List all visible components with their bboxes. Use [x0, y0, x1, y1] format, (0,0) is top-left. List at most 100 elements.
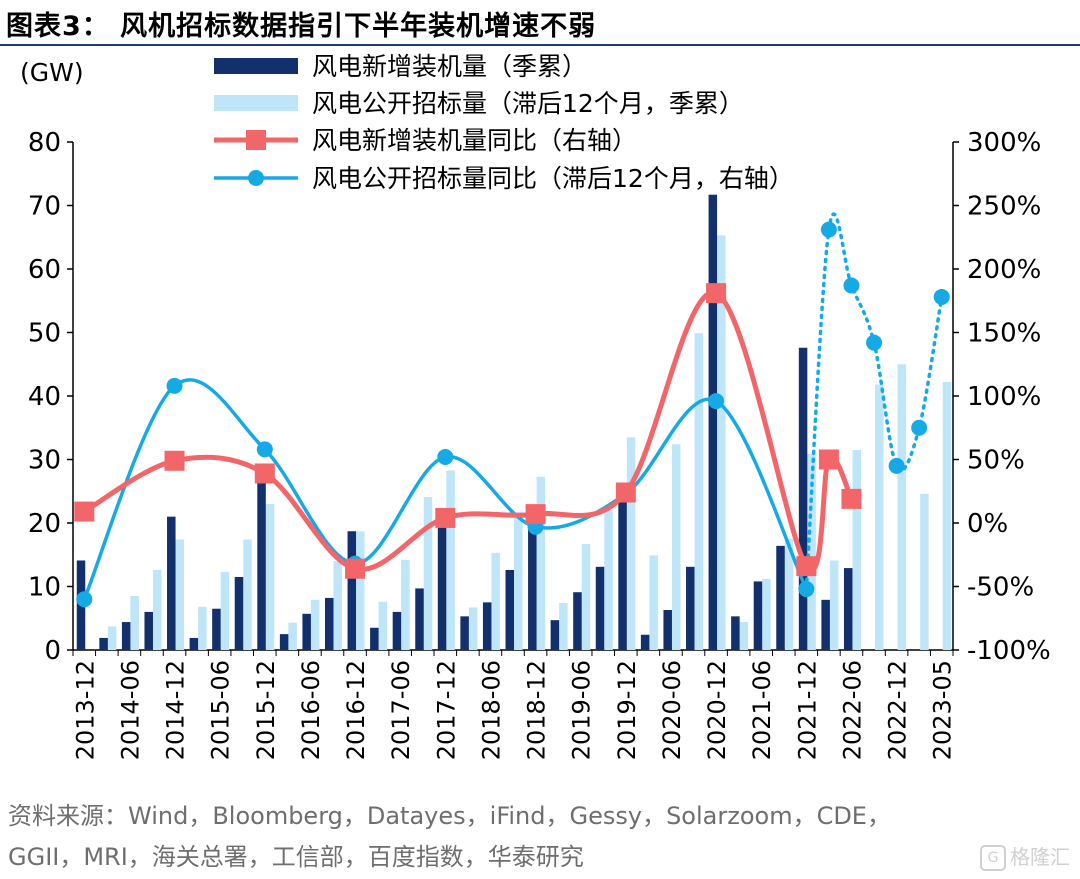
- x-tick-label: 2019-06: [568, 660, 596, 760]
- x-tick-label: 2022-12: [884, 660, 912, 760]
- bar-tender: [829, 560, 839, 650]
- marker-install-yoy: [615, 482, 636, 503]
- x-tick-label: 2020-06: [658, 660, 686, 760]
- y2-tick-label: 0%: [967, 509, 1008, 539]
- x-tick-label: 2016-12: [342, 660, 370, 760]
- bar-tender: [559, 603, 568, 650]
- bar-tender: [175, 539, 185, 650]
- watermark-logo-icon: G: [980, 845, 1006, 871]
- marker-tender-yoy: [933, 288, 950, 305]
- source-line-1: 资料来源：Wind，Bloomberg，Datayes，iFind，Gessy，…: [8, 802, 891, 830]
- line-install-yoy: [83, 290, 854, 573]
- bar-tender: [604, 509, 613, 650]
- bar-tender: [875, 384, 884, 650]
- marker-tender-yoy: [843, 277, 860, 294]
- marker-tender-yoy: [76, 591, 93, 608]
- marker-tender-yoy: [166, 377, 183, 394]
- bar-tender: [671, 444, 681, 650]
- x-tick-label: 2016-06: [297, 660, 325, 760]
- marker-install-yoy: [74, 501, 95, 522]
- marker-tender-yoy: [437, 448, 454, 465]
- marker-tender-yoy: [708, 393, 725, 410]
- legend-label: 风电新增装机量同比（右轴）: [312, 126, 637, 155]
- legend-label: 风电新增装机量（季累）: [312, 52, 587, 81]
- x-tick-label: 2022-06: [838, 660, 866, 760]
- bar-tender: [446, 470, 455, 650]
- x-tick-label: 2021-12: [793, 660, 821, 760]
- bar-tender: [920, 493, 929, 650]
- x-tick-label: 2020-12: [703, 660, 731, 760]
- bar-install: [821, 599, 830, 650]
- bar-install: [167, 516, 176, 650]
- bar-tender: [220, 571, 230, 650]
- marker-install-yoy: [818, 449, 839, 470]
- bar-tender: [107, 626, 117, 650]
- x-tick-label: 2014-06: [116, 660, 144, 760]
- y-tick-label: 50: [28, 319, 61, 349]
- bar-tender: [423, 496, 433, 650]
- bar-install: [640, 634, 650, 650]
- bar-install: [731, 616, 740, 650]
- bar-install: [302, 613, 311, 650]
- bar-tender: [243, 539, 252, 650]
- marker-tender-yoy: [820, 221, 837, 238]
- bar-install: [212, 608, 221, 650]
- bar-tender: [378, 601, 388, 650]
- y-axis-unit: (GW): [20, 58, 84, 87]
- bar-tender: [265, 503, 275, 650]
- x-tick-label: 2014-12: [162, 660, 190, 760]
- chart-title: 图表3： 风机招标数据指引下半年装机增速不弱: [6, 11, 597, 42]
- bar-tender: [288, 622, 297, 650]
- marker-install-yoy: [841, 488, 862, 509]
- x-tick-label: 2023-05: [929, 660, 957, 760]
- y-tick-label: 30: [28, 446, 61, 476]
- bar-tender: [333, 561, 342, 650]
- marker-tender-yoy: [866, 334, 883, 351]
- bar-install: [708, 194, 718, 650]
- bar-tender: [401, 559, 410, 650]
- y2-tick-label: 300%: [967, 128, 1041, 158]
- legend-marker-tender-yoy: [248, 170, 264, 186]
- x-tick-label: 2015-12: [252, 660, 280, 760]
- watermark-text: 格隆汇: [1010, 844, 1070, 869]
- bar-install: [99, 637, 108, 650]
- legend-label: 风电公开招标量同比（滞后12个月，右轴）: [312, 164, 794, 193]
- x-tick-label: 2019-12: [613, 660, 641, 760]
- x-tick-label: 2018-12: [523, 660, 551, 760]
- bar-install: [437, 526, 447, 650]
- bar-tender: [152, 569, 162, 650]
- bar-install: [686, 566, 695, 650]
- y2-tick-label: 250%: [967, 192, 1041, 222]
- y2-tick-label: -50%: [967, 573, 1034, 603]
- legend-marker-install-yoy: [246, 130, 266, 150]
- bar-install: [618, 486, 627, 650]
- y-tick-label: 60: [28, 255, 61, 285]
- y2-tick-label: -100%: [967, 636, 1051, 666]
- bar-tender: [807, 453, 816, 650]
- y-tick-label: 0: [44, 636, 61, 666]
- bar-tender: [468, 607, 478, 650]
- bar-install: [550, 620, 560, 650]
- y-tick-label: 40: [28, 382, 61, 412]
- marker-tender-yoy: [798, 581, 815, 598]
- bar-install: [776, 545, 785, 650]
- y-tick-label: 70: [28, 192, 61, 222]
- bar-tender: [784, 538, 794, 650]
- legend-swatch-tender: [214, 95, 298, 111]
- marker-tender-yoy: [888, 457, 905, 474]
- y-tick-label: 80: [28, 128, 61, 158]
- bar-tender: [762, 578, 771, 650]
- bar-tender: [198, 606, 207, 650]
- legend-swatch-install: [214, 58, 298, 74]
- y-tick-label: 20: [28, 509, 61, 539]
- bar-tender: [310, 599, 320, 650]
- bar-tender: [649, 555, 658, 650]
- marker-install-yoy: [345, 558, 366, 579]
- title-divider: [0, 44, 1080, 46]
- bar-install: [573, 592, 582, 650]
- bar-install: [279, 634, 289, 650]
- chart-canvas: 0 10 20 30 40 50 60 70 80 -100% -50% 0% 50% 100% 150% 2…: [28, 52, 1051, 760]
- bar-tender: [626, 437, 636, 650]
- marker-install-yoy: [435, 507, 456, 528]
- marker-install-yoy: [525, 504, 546, 525]
